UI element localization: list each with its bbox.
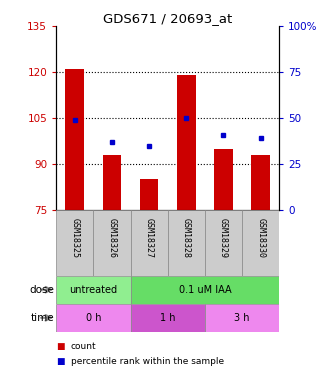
Bar [251,155,270,210]
Text: GSM18329: GSM18329 [219,218,228,258]
Text: time: time [31,313,55,323]
Bar [131,304,205,332]
Text: percentile rank within the sample: percentile rank within the sample [71,357,224,366]
Bar [214,149,233,210]
Bar [93,210,131,276]
Bar [56,276,131,304]
Bar [56,210,93,276]
Title: GDS671 / 20693_at: GDS671 / 20693_at [103,12,232,25]
Bar [242,210,279,276]
Bar [140,179,159,210]
Text: 1 h: 1 h [160,313,176,323]
Bar [131,210,168,276]
Text: GSM18330: GSM18330 [256,218,265,258]
Text: 3 h: 3 h [234,313,250,323]
Text: ■: ■ [56,342,65,351]
Bar [56,304,131,332]
Bar [205,210,242,276]
Bar [177,75,195,210]
Bar [65,69,84,210]
Text: GSM18326: GSM18326 [108,218,117,258]
Text: ■: ■ [56,357,65,366]
Text: GSM18328: GSM18328 [182,218,191,258]
Text: 0 h: 0 h [86,313,101,323]
Bar [168,210,205,276]
Bar [131,276,279,304]
Text: dose: dose [30,285,55,295]
Bar [103,155,121,210]
Bar [205,304,279,332]
Text: 0.1 uM IAA: 0.1 uM IAA [178,285,231,295]
Text: GSM18327: GSM18327 [145,218,154,258]
Text: untreated: untreated [69,285,117,295]
Text: count: count [71,342,96,351]
Text: GSM18325: GSM18325 [70,218,79,258]
